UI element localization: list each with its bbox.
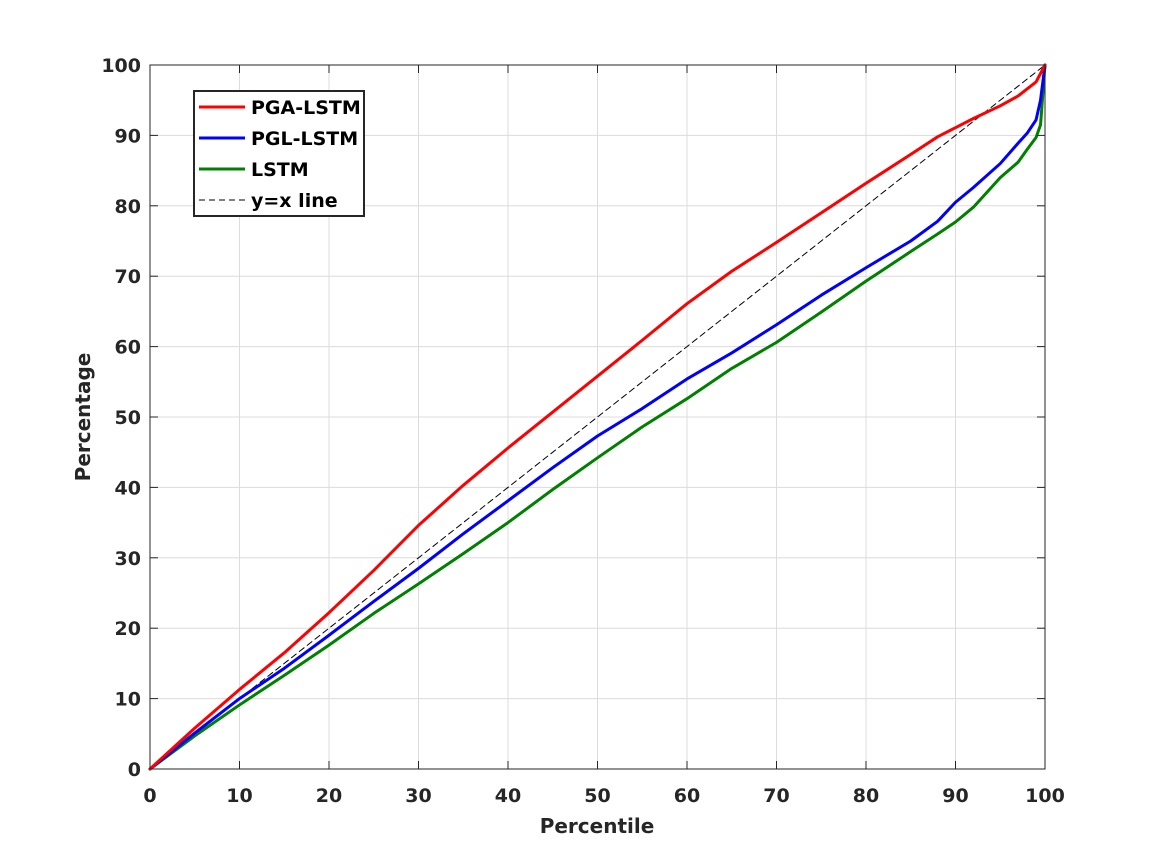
x-tick-label: 0 [143, 785, 156, 807]
tick-labels: 0 10 20 30 40 50 60 70 80 90 100 0 10 20 30 40 50 60 70 80 9… [101, 55, 1065, 807]
series-line-lstm [148, 63, 1047, 771]
y-tick-label: 80 [115, 196, 141, 218]
y-axis-label: Percentage [71, 353, 95, 482]
y-tick-label: 0 [128, 759, 141, 781]
legend-box [193, 90, 365, 217]
grid [150, 65, 1045, 769]
y-tick-label: 60 [115, 337, 141, 359]
y-tick-label: 100 [101, 55, 141, 77]
y-tick-label: 40 [115, 477, 141, 499]
x-axis-label: Percentile [540, 814, 655, 838]
y-tick-label: 30 [115, 548, 141, 570]
y-tick-label: 50 [115, 407, 141, 429]
legend-label-pga-lstm: PGA-LSTM [251, 97, 361, 119]
series-line-pgl-lstm [148, 63, 1047, 771]
x-tick-label: 10 [226, 785, 252, 807]
y-tick-label: 70 [115, 266, 141, 288]
x-tick-label: 50 [584, 785, 610, 807]
y-tick-label: 90 [115, 125, 141, 147]
x-tick-label: 30 [405, 785, 431, 807]
x-tick-label: 80 [853, 785, 879, 807]
y-tick-label: 20 [115, 618, 141, 640]
series-line-pga-lstm [148, 63, 1047, 771]
legend-label-pgl-lstm: PGL-LSTM [251, 128, 358, 150]
y-tick-label: 10 [115, 689, 141, 711]
ticks [149, 64, 1046, 770]
legend-label-lstm: LSTM [251, 159, 309, 181]
series-line-y-x-line [149, 64, 1046, 770]
x-tick-label: 40 [495, 785, 521, 807]
x-tick-label: 70 [763, 785, 789, 807]
x-tick-label: 90 [942, 785, 968, 807]
x-tick-label: 60 [674, 785, 700, 807]
x-tick-label: 100 [1025, 785, 1065, 807]
legend-label-yx-line: y=x line [251, 190, 338, 212]
series-layer [148, 63, 1047, 771]
x-tick-label: 20 [316, 785, 342, 807]
legend: PGA-LSTM PGL-LSTM LSTM y=x line [193, 90, 365, 217]
